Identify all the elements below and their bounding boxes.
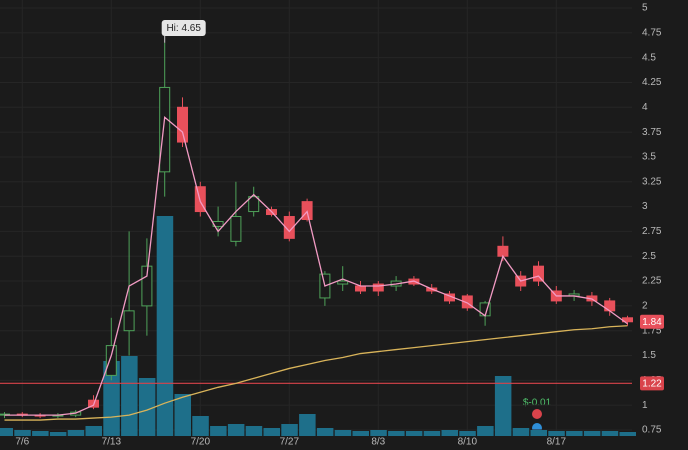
x-tick-label: 7/6 bbox=[15, 437, 29, 448]
y-tick-label: 4.5 bbox=[642, 52, 656, 63]
volume-bar bbox=[512, 428, 530, 436]
candle-body bbox=[141, 265, 153, 307]
volume-bar bbox=[619, 432, 636, 436]
y-tick-label: 3 bbox=[642, 201, 648, 212]
volume-bar bbox=[0, 428, 13, 436]
volume-bar bbox=[174, 394, 191, 436]
volume-bar bbox=[566, 431, 583, 436]
volume-bar bbox=[530, 430, 547, 436]
y-tick-label: 3.25 bbox=[642, 176, 662, 187]
volume-bar bbox=[548, 431, 565, 436]
long-moving-average bbox=[4, 325, 628, 421]
candle-body bbox=[355, 285, 366, 292]
dividend-label: $-0.01 bbox=[523, 398, 552, 409]
level-tag-box bbox=[640, 376, 664, 391]
y-tick-label: 1.75 bbox=[642, 325, 662, 336]
volume-bar bbox=[121, 356, 138, 436]
y-tick-label: 1.5 bbox=[642, 350, 656, 361]
high-marker-box bbox=[161, 20, 206, 36]
volume-bar bbox=[388, 431, 405, 436]
short-moving-average bbox=[4, 115, 628, 416]
volume-bar bbox=[494, 376, 512, 436]
volume-bar bbox=[32, 431, 49, 436]
candle-body bbox=[461, 295, 473, 309]
y-tick-label: 3.75 bbox=[642, 127, 662, 138]
candle-body bbox=[337, 280, 349, 285]
y-tick-label: 2.25 bbox=[642, 276, 662, 287]
candle-body bbox=[105, 345, 117, 376]
volume-bar bbox=[263, 428, 280, 436]
volume-bar bbox=[138, 378, 156, 436]
volume-bar bbox=[334, 430, 352, 436]
volume-bar bbox=[227, 424, 245, 436]
volume-bar bbox=[67, 430, 85, 436]
candle-body bbox=[248, 196, 260, 213]
volume-bar bbox=[423, 431, 441, 436]
x-tick-label: 8/3 bbox=[371, 437, 385, 448]
volume-bar bbox=[405, 431, 423, 436]
volume-bar bbox=[281, 424, 298, 436]
candle-body bbox=[283, 216, 295, 239]
candle-body bbox=[123, 310, 135, 332]
volume-bar bbox=[49, 432, 67, 436]
volume-bar bbox=[299, 414, 316, 436]
volume-bar bbox=[192, 416, 209, 436]
candle-body bbox=[159, 86, 171, 173]
volume-bar bbox=[156, 216, 174, 436]
volume-bar bbox=[85, 426, 102, 436]
y-tick-label: 5 bbox=[642, 3, 648, 14]
volume-bar bbox=[441, 430, 458, 436]
candle-body bbox=[177, 106, 188, 143]
last-price-tag: 1.84 bbox=[642, 317, 662, 328]
x-tick-label: 8/10 bbox=[458, 437, 478, 448]
volume-bar bbox=[601, 431, 619, 436]
x-tick-label: 8/17 bbox=[547, 437, 567, 448]
volume-bar bbox=[352, 431, 369, 436]
high-marker-label: Hi: 4.65 bbox=[166, 23, 201, 34]
volume-bar bbox=[477, 426, 494, 436]
x-tick-label: 7/20 bbox=[191, 437, 211, 448]
candle-body bbox=[301, 201, 313, 220]
y-tick-label: 2 bbox=[642, 301, 648, 312]
volume-bar bbox=[316, 428, 334, 436]
candle-body bbox=[230, 216, 242, 242]
volume-bar bbox=[459, 431, 476, 436]
candle-body bbox=[372, 283, 384, 292]
volume-bar bbox=[210, 426, 227, 436]
y-tick-label: 4 bbox=[642, 102, 648, 113]
last-price-tag-box bbox=[640, 314, 664, 329]
volume-bar bbox=[370, 430, 387, 436]
earnings-icon bbox=[532, 409, 542, 419]
y-tick-label: 3.5 bbox=[642, 152, 656, 163]
x-tick-label: 7/27 bbox=[280, 437, 300, 448]
candle-body bbox=[604, 300, 616, 312]
y-tick-label: 1 bbox=[642, 400, 648, 411]
y-tick-label: 4.25 bbox=[642, 77, 662, 88]
candle-body bbox=[533, 265, 544, 282]
x-tick-label: 7/13 bbox=[102, 437, 122, 448]
y-tick-label: 2.5 bbox=[642, 251, 656, 262]
y-tick-label: 4.75 bbox=[642, 27, 662, 38]
candle-body bbox=[497, 245, 509, 257]
y-tick-label: 2.75 bbox=[642, 226, 662, 237]
y-tick-label: 0.75 bbox=[642, 425, 662, 436]
volume-bar bbox=[245, 426, 263, 436]
volume-bar bbox=[583, 431, 601, 436]
level-tag: 1.22 bbox=[642, 378, 662, 389]
volume-bar bbox=[14, 430, 31, 436]
